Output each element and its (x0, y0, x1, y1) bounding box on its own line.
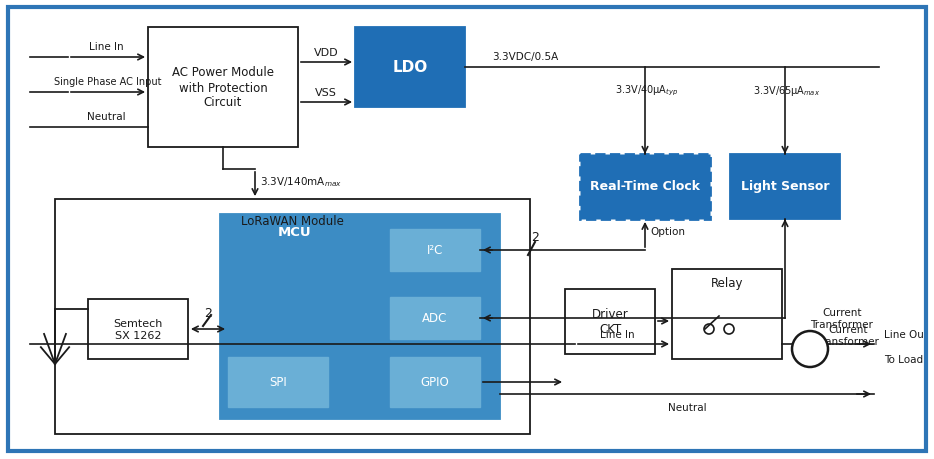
Text: Single Phase AC Input: Single Phase AC Input (54, 77, 162, 87)
Circle shape (792, 331, 828, 367)
Text: Light Sensor: Light Sensor (741, 180, 829, 193)
Text: Real-Time Clock: Real-Time Clock (590, 180, 700, 193)
Text: Semtech
SX 1262: Semtech SX 1262 (113, 319, 163, 340)
Circle shape (724, 325, 734, 334)
Text: SPI: SPI (269, 375, 287, 389)
Text: AC Power Module
with Protection
Circuit: AC Power Module with Protection Circuit (172, 67, 274, 109)
Text: I²C: I²C (427, 244, 444, 257)
Text: LoRaWAN Module: LoRaWAN Module (241, 215, 344, 228)
Text: LDO: LDO (392, 61, 428, 75)
Text: Relay: Relay (711, 277, 743, 290)
Text: Line Out: Line Out (884, 329, 928, 339)
Bar (220, 214, 500, 419)
Text: Driver
CKT: Driver CKT (591, 308, 629, 335)
Bar (390, 297, 480, 339)
Bar (390, 357, 480, 407)
Text: Neutral: Neutral (668, 402, 706, 412)
Bar (355, 28, 465, 108)
Text: 2: 2 (531, 230, 539, 243)
Bar (730, 155, 840, 219)
Text: Line In: Line In (600, 329, 634, 339)
Circle shape (704, 325, 714, 334)
Text: 2: 2 (204, 306, 212, 319)
Bar (390, 230, 480, 271)
Text: VDD: VDD (314, 48, 338, 58)
Text: VSS: VSS (315, 88, 337, 98)
Bar (55, 200, 530, 434)
Text: To Load: To Load (884, 354, 923, 364)
Bar (672, 269, 782, 359)
Text: 3.3VDC/0.5A: 3.3VDC/0.5A (492, 52, 559, 62)
Text: 3.3V/40µA$_{typ}$: 3.3V/40µA$_{typ}$ (616, 84, 679, 98)
Text: Current
Transformer: Current Transformer (811, 308, 873, 329)
Bar (148, 28, 298, 148)
Bar (580, 155, 710, 219)
Text: Neutral: Neutral (87, 112, 125, 122)
Text: MCU: MCU (278, 226, 312, 239)
Text: ADC: ADC (422, 312, 447, 325)
Bar (565, 289, 655, 354)
Text: 3.3V/140mA$_{max}$: 3.3V/140mA$_{max}$ (260, 174, 342, 188)
Text: Option: Option (650, 226, 685, 236)
Bar (228, 357, 328, 407)
Bar (88, 299, 188, 359)
Text: Current
Transformer: Current Transformer (816, 325, 880, 346)
Text: GPIO: GPIO (420, 375, 449, 389)
Text: 3.3V/65µA$_{max}$: 3.3V/65µA$_{max}$ (754, 84, 821, 98)
Text: Line In: Line In (89, 42, 123, 52)
